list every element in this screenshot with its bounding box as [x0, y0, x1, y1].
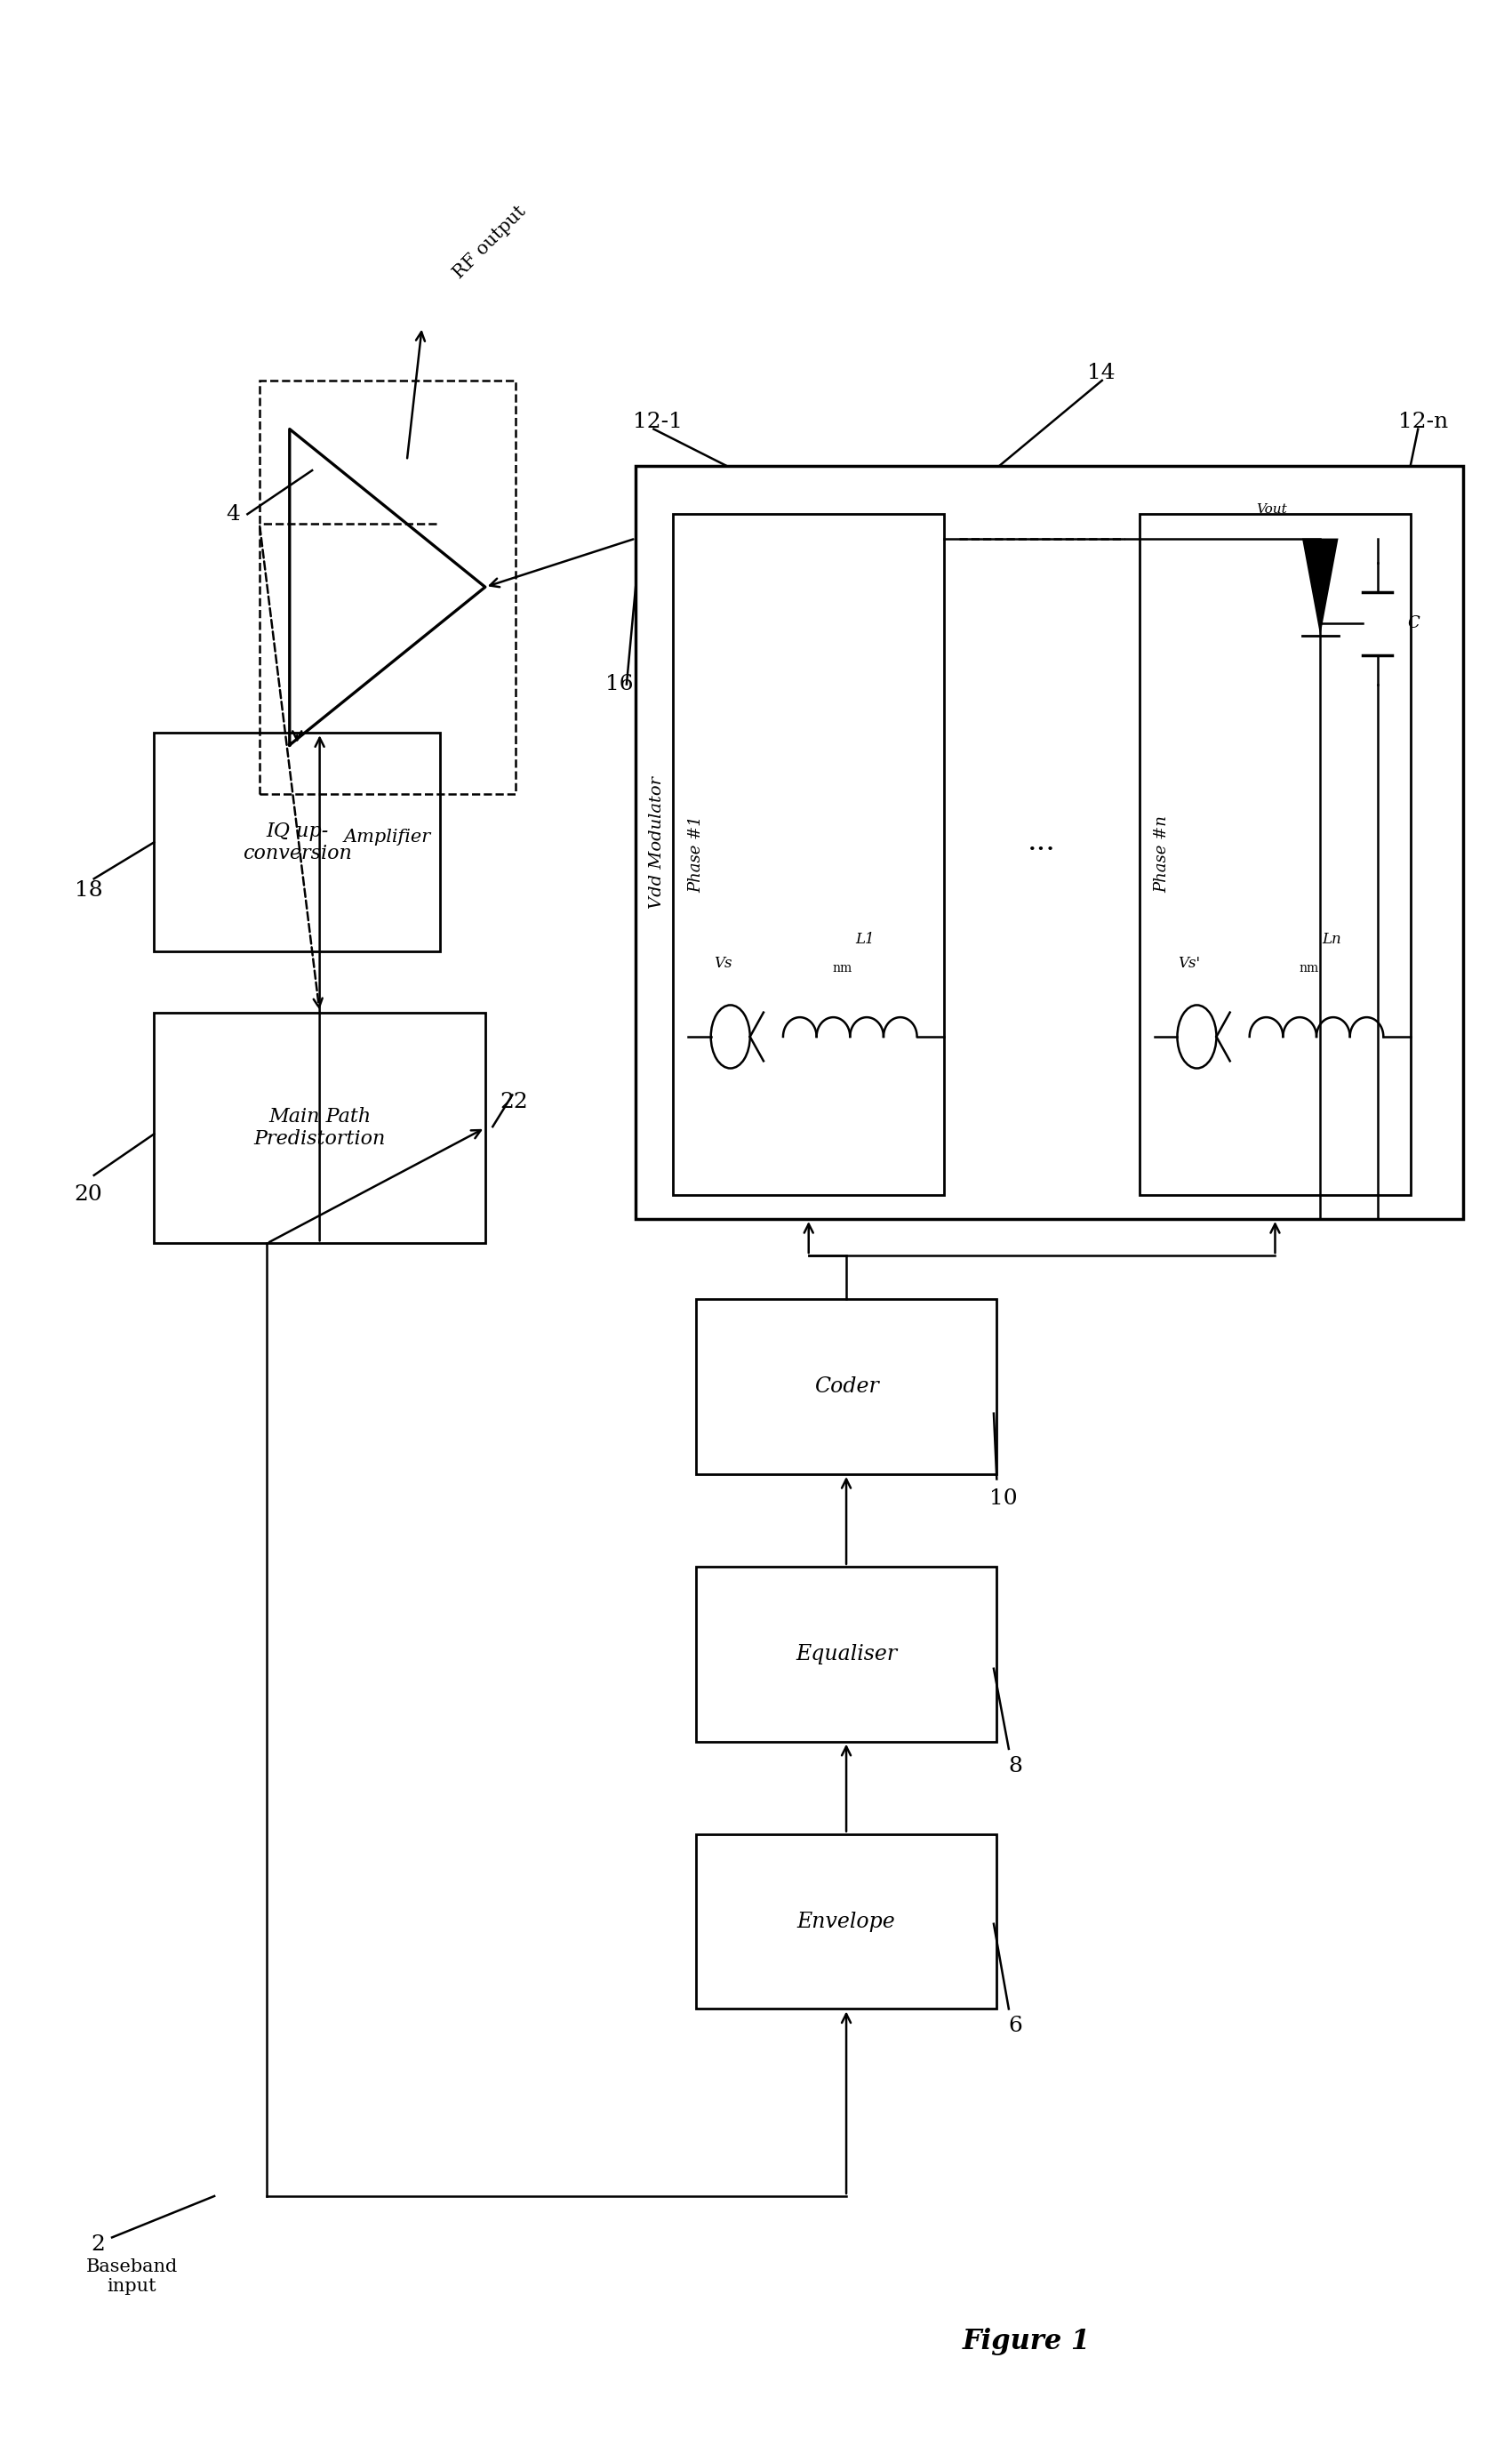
Bar	[1140, 514, 1411, 1195]
Text: nm: nm	[1299, 963, 1318, 975]
Bar	[696, 1568, 996, 1741]
Text: IQ up-
conversion: IQ up- conversion	[242, 822, 352, 863]
Text: Phase #n: Phase #n	[1154, 817, 1170, 892]
Text: Vs': Vs'	[1178, 956, 1201, 970]
Text: Phase #1: Phase #1	[688, 817, 703, 892]
Bar	[673, 514, 943, 1195]
Text: Figure 1: Figure 1	[963, 2328, 1090, 2355]
Text: Ln: Ln	[1321, 931, 1341, 946]
Polygon shape	[1302, 539, 1338, 636]
Text: RF output: RF output	[451, 202, 529, 280]
Text: 8: 8	[1009, 1755, 1024, 1777]
Bar	[696, 1833, 996, 2009]
Bar	[154, 734, 440, 951]
Text: 16: 16	[605, 673, 634, 695]
Text: 20: 20	[74, 1185, 103, 1204]
Text: 12-1: 12-1	[632, 412, 682, 432]
Text: Amplifier: Amplifier	[343, 829, 431, 846]
Text: Equaliser: Equaliser	[795, 1643, 897, 1665]
Text: nm: nm	[833, 963, 853, 975]
Text: Baseband
input: Baseband input	[86, 2258, 177, 2294]
Text: 22: 22	[500, 1092, 528, 1112]
Text: ...: ...	[1028, 829, 1055, 856]
Bar	[635, 466, 1464, 1219]
Text: Vs: Vs	[714, 956, 732, 970]
Bar	[696, 1299, 996, 1475]
Bar	[260, 380, 516, 795]
Text: Vout: Vout	[1256, 502, 1287, 514]
Text: L1: L1	[856, 931, 875, 946]
Text: C: C	[1408, 614, 1420, 631]
Text: 14: 14	[1087, 363, 1116, 383]
Text: Envelope: Envelope	[797, 1911, 895, 1931]
Bar	[154, 1012, 485, 1243]
Text: 12-n: 12-n	[1399, 412, 1448, 432]
Text: 6: 6	[1009, 2016, 1024, 2036]
Text: Coder: Coder	[813, 1377, 878, 1397]
Text: 18: 18	[74, 880, 103, 902]
Text: Vdd Modulator: Vdd Modulator	[649, 775, 665, 909]
Text: 4: 4	[227, 505, 240, 524]
Text: Main Path
Predistortion: Main Path Predistortion	[254, 1107, 386, 1148]
Text: 2: 2	[91, 2236, 104, 2255]
Text: 10: 10	[989, 1487, 1018, 1509]
